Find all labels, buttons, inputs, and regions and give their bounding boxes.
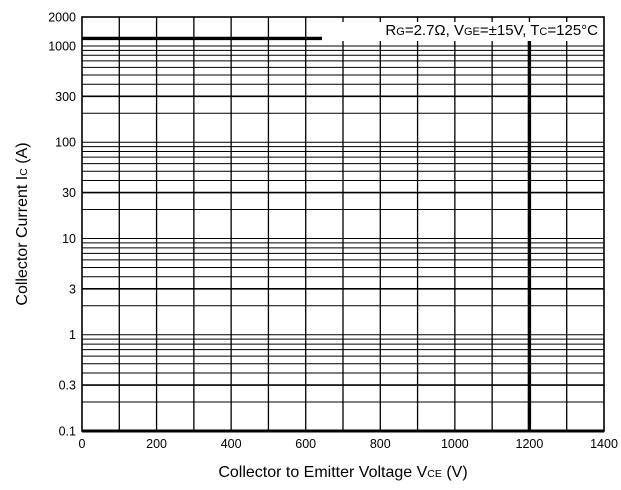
x-tick-label: 1000 xyxy=(441,437,469,451)
y-axis-title-subscript: C xyxy=(18,168,30,176)
condition-text-part: R xyxy=(385,22,396,39)
y-tick-label: 3 xyxy=(69,282,76,296)
y-tick-label: 100 xyxy=(55,136,76,150)
grid-layer xyxy=(82,17,604,431)
x-axis-title-unit: (V) xyxy=(442,464,468,481)
condition-text-part: =±15V, T xyxy=(480,22,540,39)
y-tick-label: 1000 xyxy=(48,39,76,53)
y-axis-title-main: Collector Current I xyxy=(14,176,31,306)
x-tick-label: 0 xyxy=(79,437,86,451)
condition-text-part: =125°C xyxy=(547,22,598,39)
x-axis-title-subscript: CE xyxy=(427,468,442,480)
y-tick-label: 1 xyxy=(69,328,76,342)
x-axis-title-main: Collector to Emitter Voltage V xyxy=(218,464,427,481)
y-tick-label: 2000 xyxy=(48,11,76,25)
axes-layer xyxy=(81,16,605,433)
condition-subscript: GE xyxy=(464,26,480,38)
x-tick-label: 600 xyxy=(295,437,316,451)
y-tick-label: 300 xyxy=(55,90,76,104)
y-tick-label: 10 xyxy=(62,232,76,246)
condition-text: RG=2.7Ω, VGE=±15V, TC=125°C xyxy=(385,22,598,39)
condition-annotation: RG=2.7Ω, VGE=±15V, TC=125°C xyxy=(322,22,603,41)
y-axis-title-unit: (A) xyxy=(14,142,31,168)
y-tick-label: 0.1 xyxy=(59,425,76,439)
condition-subscript: C xyxy=(539,26,547,38)
y-axis-title: Collector Current IC (A) xyxy=(14,142,31,305)
x-axis-title: Collector to Emitter Voltage VCE (V) xyxy=(218,464,467,481)
x-tick-label: 200 xyxy=(146,437,167,451)
x-tick-label: 400 xyxy=(221,437,242,451)
y-tick-label: 0.3 xyxy=(59,379,76,393)
condition-annotation-background xyxy=(322,22,603,41)
x-tick-label: 800 xyxy=(370,437,391,451)
y-tick-label: 30 xyxy=(62,186,76,200)
condition-text-part: =2.7Ω, V xyxy=(405,22,464,39)
x-tick-label: 1200 xyxy=(516,437,544,451)
condition-subscript: G xyxy=(396,26,405,38)
x-tick-label: 1400 xyxy=(590,437,618,451)
label-layer: 0 200 400 600 800 1000 1200 1400 0.1 0.3 1 3 10 30 100… xyxy=(14,11,618,482)
